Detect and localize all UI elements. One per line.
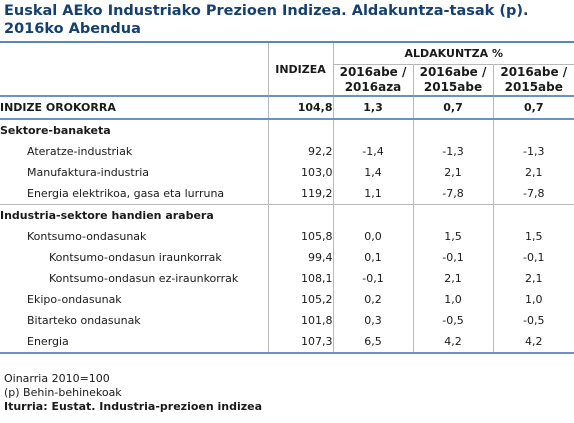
header-period-1-line1: 2016abe / (339, 65, 407, 79)
row-index: 108,1 (267, 268, 334, 289)
total-v3: 0,7 (493, 96, 574, 120)
row-label: Kontsumo-ondasunak (27, 230, 147, 243)
section-row: Industria-sektore handien arabera (0, 204, 574, 226)
row-v1: 1,1 (333, 183, 414, 205)
row-v2: 1,0 (413, 289, 494, 310)
row-v3: 4,2 (493, 331, 574, 354)
row-index: 105,2 (267, 289, 334, 310)
row-v3: 2,1 (525, 272, 543, 285)
row-v3: 1,0 (525, 293, 543, 306)
row-v1: 0,1 (333, 247, 414, 268)
total-label: INDIZE OROKORRA (0, 96, 268, 120)
note-provisional: (p) Behin-behinekoak (4, 386, 122, 399)
total-v2: 0,7 (413, 96, 494, 120)
row-v3: -0,5 (523, 314, 545, 327)
row-index: 105,8 (267, 226, 334, 247)
row-v3: -1,3 (523, 145, 545, 158)
header-label-cell (0, 43, 269, 97)
price-index-table: INDIZEA ALDAKUNTZA % 2016abe / 2016aza 2… (0, 43, 574, 354)
row-label: Energia (0, 331, 268, 354)
note-base: Oinarria 2010=100 (4, 372, 110, 385)
row-label: Kontsumo-ondasun iraunkorrak (49, 251, 222, 264)
row-v1: 0,2 (333, 289, 414, 310)
row-v2: 2,1 (413, 268, 494, 289)
section-title: Sektore-banaketa (0, 124, 111, 137)
row-index: 101,8 (267, 310, 334, 331)
row-label: Kontsumo-ondasun ez-iraunkorrak (49, 272, 239, 285)
row-v1: -0,1 (333, 268, 414, 289)
header-period-3: 2016abe / 2015abe (492, 64, 574, 97)
section-row: Sektore-banaketa (0, 119, 574, 141)
table-row: Energia 107,3 6,5 4,2 4,2 (0, 331, 574, 354)
row-label: Bitarteko ondasunak (27, 314, 141, 327)
row-label: Manufaktura-industria (27, 166, 150, 179)
row-index: 107,3 (267, 331, 334, 354)
note-source: Iturria: Eustat. Industria-prezioen indi… (4, 400, 263, 413)
row-v2: -0,5 (413, 310, 494, 331)
table-row: Ekipo-ondasunak 105,2 0,2 1,0 1,0 (0, 289, 574, 310)
header-period-3-line2: 2015abe (504, 80, 563, 94)
row-v1: 0,0 (333, 226, 414, 247)
table-row: Bitarteko ondasunak 101,8 0,3 -0,5 -0,5 (0, 310, 574, 331)
row-v2: 4,2 (413, 331, 494, 354)
table-row: Kontsumo-ondasun iraunkorrak 99,4 0,1 -0… (0, 247, 574, 268)
total-index: 104,8 (267, 96, 334, 120)
row-v2: -7,8 (413, 183, 494, 205)
row-v2: -1,3 (413, 141, 494, 162)
header-period-2: 2016abe / 2015abe (412, 64, 493, 97)
row-v2: 1,5 (413, 226, 494, 247)
row-v1: 1,4 (333, 162, 414, 183)
row-index: 119,2 (267, 183, 334, 205)
header-period-1: 2016abe / 2016aza (333, 64, 413, 97)
table-title: Euskal AEko Industriako Prezioen Indizea… (4, 3, 529, 37)
row-v1: 6,5 (333, 331, 414, 354)
row-index: 92,2 (267, 141, 334, 162)
header-indizea: INDIZEA (268, 43, 334, 97)
row-v1: -1,4 (333, 141, 414, 162)
row-index: 103,0 (267, 162, 334, 183)
total-row: INDIZE OROKORRA 104,8 1,3 0,7 0,7 (0, 96, 574, 120)
row-v2: 2,1 (413, 162, 494, 183)
row-v3: -0,1 (523, 251, 545, 264)
table-row: Energia elektrikoa, gasa eta lurruna 119… (0, 183, 574, 205)
header-period-2-line1: 2016abe / (419, 65, 487, 79)
table-row: Manufaktura-industria 103,0 1,4 2,1 2,1 (0, 162, 574, 183)
header-aldakuntza: ALDAKUNTZA % (333, 43, 574, 65)
header-period-3-line1: 2016abe / (500, 65, 568, 79)
row-v1: 0,3 (333, 310, 414, 331)
row-label: Ateratze-industriak (27, 145, 133, 158)
row-index: 99,4 (267, 247, 334, 268)
table-row: Kontsumo-ondasunak 105,8 0,0 1,5 1,5 (0, 226, 574, 247)
row-v3: -7,8 (523, 187, 545, 200)
total-v1: 1,3 (333, 96, 414, 120)
row-v3: 1,5 (525, 230, 543, 243)
header-period-2-line2: 2015abe (423, 80, 483, 94)
title-divider (0, 41, 574, 43)
row-v3: 2,1 (525, 166, 543, 179)
row-label: Ekipo-ondasunak (27, 293, 122, 306)
row-label: Energia elektrikoa, gasa eta lurruna (27, 187, 225, 200)
footnotes: Oinarria 2010=100 (p) Behin-behinekoak I… (4, 372, 262, 414)
row-v2: -0,1 (413, 247, 494, 268)
header-period-1-line2: 2016aza (344, 80, 402, 94)
table-row: Ateratze-industriak 92,2 -1,4 -1,3 -1,3 (0, 141, 574, 162)
table-row: Kontsumo-ondasun ez-iraunkorrak 108,1 -0… (0, 268, 574, 289)
section-title: Industria-sektore handien arabera (0, 204, 268, 226)
